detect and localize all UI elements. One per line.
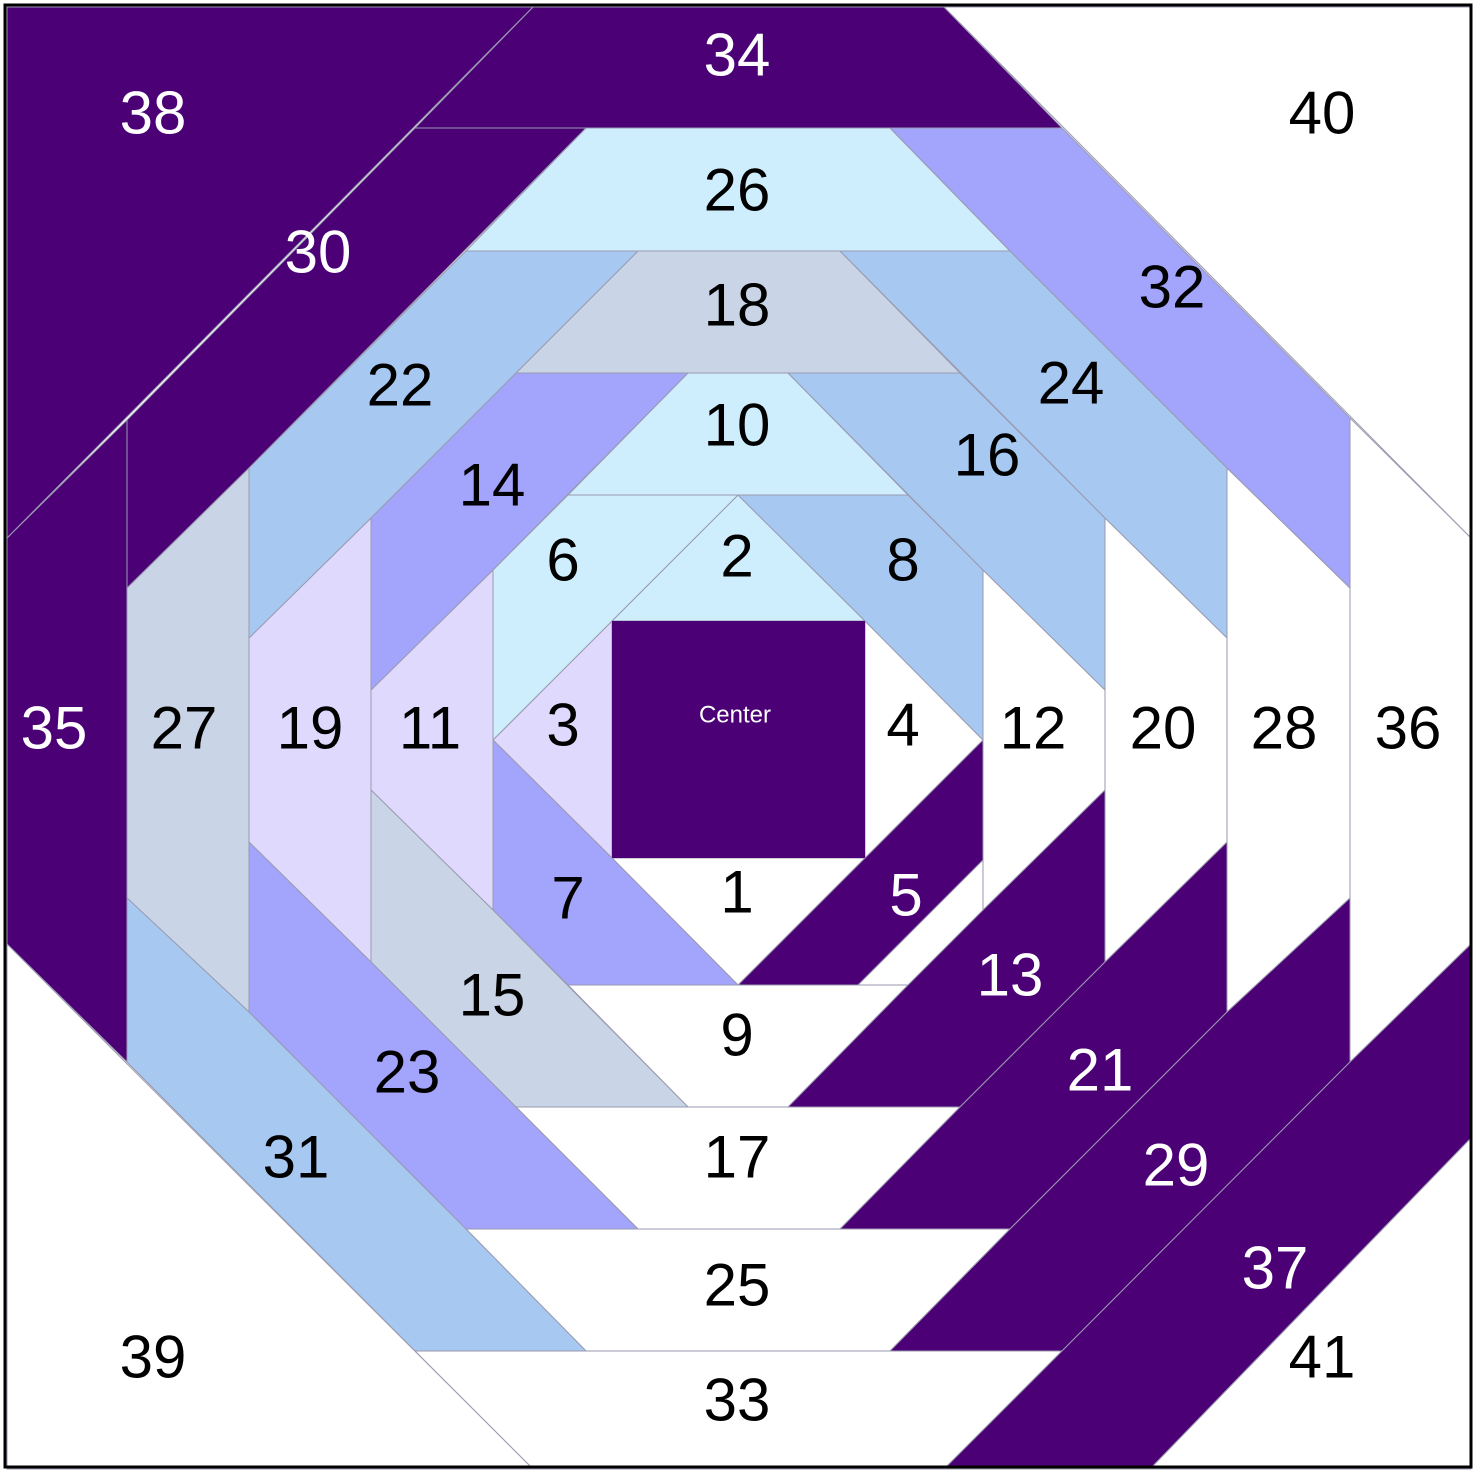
- piece-number-24: 24: [1038, 350, 1105, 417]
- piece-number-25: 25: [704, 1252, 771, 1319]
- piece-number-6: 6: [546, 527, 579, 594]
- piece-number-28: 28: [1251, 695, 1318, 762]
- piece-number-35: 35: [21, 695, 88, 762]
- piece-number-30: 30: [285, 219, 352, 286]
- piece-number-38: 38: [120, 80, 187, 147]
- piece-number-4: 4: [886, 692, 919, 759]
- piece-number-8: 8: [886, 527, 919, 594]
- piece-number-5: 5: [889, 862, 922, 929]
- piece-number-7: 7: [551, 865, 584, 932]
- piece-number-29: 29: [1143, 1132, 1210, 1199]
- piece-number-17: 17: [704, 1124, 771, 1191]
- piece-number-15: 15: [459, 962, 526, 1029]
- piece-number-16: 16: [954, 422, 1021, 489]
- piece-number-19: 19: [277, 695, 344, 762]
- block-outline: [3, 3, 1473, 1469]
- piece-number-33: 33: [704, 1367, 771, 1434]
- piece-number-26: 26: [704, 157, 771, 224]
- center-square: [612, 621, 865, 858]
- piece-number-27: 27: [151, 695, 218, 762]
- piece-number-2: 2: [720, 523, 753, 590]
- piece-number-11: 11: [399, 695, 461, 762]
- piece-number-37: 37: [1242, 1235, 1309, 1302]
- piece-number-3: 3: [546, 692, 579, 759]
- piece-number-34: 34: [704, 22, 771, 89]
- piece-number-40: 40: [1289, 80, 1356, 147]
- center-label: Center: [699, 702, 771, 729]
- piece-number-14: 14: [459, 452, 526, 519]
- piece-number-41: 41: [1289, 1324, 1356, 1391]
- piece-number-36: 36: [1375, 695, 1442, 762]
- piece-number-10: 10: [704, 392, 771, 459]
- piece-number-12: 12: [1000, 695, 1067, 762]
- piece-number-21: 21: [1067, 1037, 1134, 1104]
- quilt-pieces: [6, 6, 1472, 1470]
- piece-number-22: 22: [367, 352, 434, 419]
- piece-35: [6, 419, 128, 1063]
- piece-number-23: 23: [374, 1039, 441, 1106]
- piece-39: [6, 943, 534, 1470]
- piece-number-20: 20: [1130, 695, 1197, 762]
- piece-number-32: 32: [1139, 254, 1206, 321]
- piece-number-13: 13: [977, 942, 1044, 1009]
- piece-number-9: 9: [720, 1002, 753, 1069]
- piece-number-39: 39: [120, 1324, 187, 1391]
- piece-number-31: 31: [263, 1124, 330, 1191]
- piece-38: [6, 6, 534, 539]
- piece-number-18: 18: [704, 272, 771, 339]
- piece-number-1: 1: [720, 859, 753, 926]
